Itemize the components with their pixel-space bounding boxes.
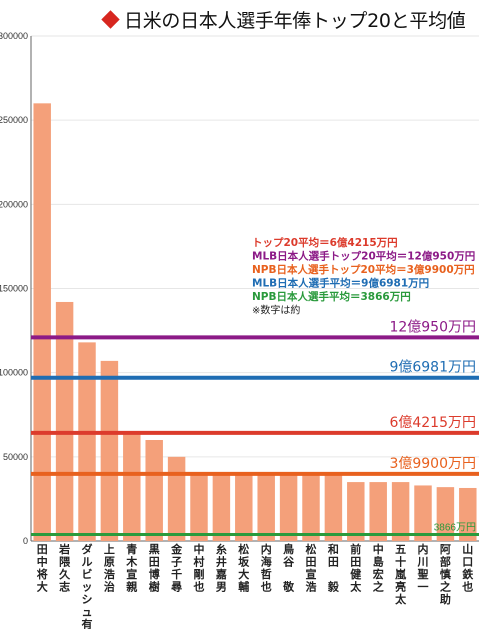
reference-line-label: 3億9900万円 bbox=[389, 456, 476, 472]
y-tick-label: 50000 bbox=[3, 452, 28, 462]
bar bbox=[324, 473, 343, 541]
y-tick-label: 100000 bbox=[0, 368, 28, 378]
reference-line-label: 6億4215万円 bbox=[389, 415, 476, 431]
x-tick-label: 青木宣親 bbox=[125, 542, 138, 594]
bar bbox=[414, 485, 432, 541]
bar bbox=[55, 301, 74, 541]
reference-line-label: 3866万円 bbox=[434, 522, 476, 533]
x-tick-label: 松田宣浩 bbox=[306, 542, 317, 594]
x-tick-label: 内川聖一 bbox=[417, 542, 429, 594]
x-tick-label: 鳥谷 敬 bbox=[282, 542, 295, 594]
x-tick-label: 五十嵐亮太 bbox=[394, 543, 407, 606]
legend-note: トップ20平均＝6億4215万円 bbox=[252, 236, 398, 249]
y-tick-label: 300000 bbox=[0, 31, 28, 41]
legend-note: MLB日本人選手トップ20平均＝12億950万円 bbox=[252, 250, 475, 263]
legend-note: NPB日本人選手トップ20平均＝3億9900万円 bbox=[252, 263, 475, 276]
x-tick-label: 中島宏之 bbox=[373, 542, 384, 594]
chart-title-text: 日米の日本人選手年俸トップ20と平均値 bbox=[124, 9, 466, 32]
x-tick-label: 黒田博樹 bbox=[149, 543, 160, 594]
legend-note: NPB日本人選手平均＝3866万円 bbox=[252, 290, 411, 303]
x-tick-label: 糸井嘉男 bbox=[215, 542, 227, 594]
y-tick-label: 250000 bbox=[0, 115, 28, 125]
bar bbox=[369, 482, 387, 541]
y-tick-label: 150000 bbox=[0, 284, 28, 294]
bar bbox=[78, 342, 96, 541]
x-tick-label: 田中将大 bbox=[37, 543, 48, 594]
bar bbox=[145, 440, 163, 541]
bar bbox=[257, 473, 275, 541]
x-tick-label: 和田 毅 bbox=[327, 542, 340, 594]
bar bbox=[347, 482, 365, 541]
x-tick-label: 金子千尋 bbox=[170, 542, 183, 594]
x-tick-label: 阿部慎之助 bbox=[440, 542, 451, 606]
reference-line-label: 12億950万円 bbox=[389, 319, 476, 335]
legend-note: MLB日本人選手平均＝9億6981万円 bbox=[252, 277, 429, 290]
bar bbox=[391, 482, 410, 541]
reference-line-label: 9億6981万円 bbox=[389, 360, 476, 376]
chart-title: 日米の日本人選手年俸トップ20と平均値 bbox=[101, 4, 466, 34]
y-tick-label: 0 bbox=[23, 536, 28, 546]
bar bbox=[212, 473, 231, 541]
x-tick-label: 前田健太 bbox=[349, 542, 362, 594]
bar bbox=[436, 487, 455, 541]
bar bbox=[100, 360, 119, 541]
bar bbox=[190, 473, 208, 541]
bar bbox=[302, 473, 320, 541]
legend-note: ※数字は約 bbox=[252, 304, 300, 317]
x-tick-label: 山口鉄也 bbox=[462, 542, 474, 594]
x-tick-label: ダルビッシュ有 bbox=[82, 542, 93, 629]
x-tick-label: 内海哲也 bbox=[261, 542, 272, 594]
x-tick-label: 岩隈久志 bbox=[58, 542, 71, 594]
bar bbox=[279, 473, 298, 541]
bar bbox=[167, 456, 186, 541]
bar bbox=[235, 473, 253, 541]
bar bbox=[459, 487, 477, 541]
x-tick-label: 上原浩治 bbox=[104, 542, 115, 594]
bar bbox=[123, 433, 141, 541]
x-tick-label: 松坂大輔 bbox=[238, 542, 250, 594]
y-tick-label: 200000 bbox=[0, 199, 28, 209]
x-tick-label: 中村剛也 bbox=[194, 542, 205, 594]
